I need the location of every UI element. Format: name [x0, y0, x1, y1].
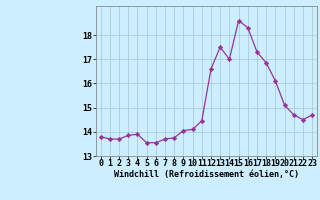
X-axis label: Windchill (Refroidissement éolien,°C): Windchill (Refroidissement éolien,°C) [114, 170, 299, 179]
